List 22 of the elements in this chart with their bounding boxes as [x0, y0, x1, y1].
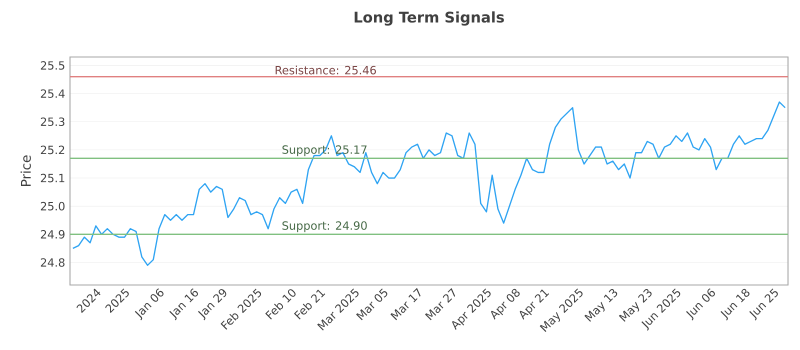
y-tick-label: 25.3: [40, 117, 64, 126]
x-tick-label: Jun 06: [686, 288, 715, 321]
y-axis-title: Price: [20, 155, 31, 186]
x-tick-label: Apr 08: [490, 288, 520, 320]
y-tick-label: 24.8: [40, 258, 65, 267]
x-tick-label: Jan 29: [198, 289, 226, 320]
y-tick-label: 25.4: [40, 89, 65, 98]
ref-line-label: Support: 24.90: [282, 221, 367, 232]
y-tick-label: 24.9: [40, 230, 64, 239]
x-tick-label: Mar 17: [390, 288, 421, 320]
x-tick-label: Apr 21: [520, 289, 550, 320]
x-tick-label: Jan 06: [134, 288, 164, 320]
y-tick-label: 25.0: [40, 202, 65, 210]
x-tick-label: Jun 18: [720, 288, 750, 321]
x-tick-label: Mar 27: [425, 288, 456, 320]
x-tick-label: Jun 25: [749, 288, 778, 321]
y-tick-label: 25.5: [40, 61, 64, 70]
x-tick-label: Jan 16: [169, 288, 198, 320]
ref-line-label: Resistance: 25.46: [276, 66, 376, 74]
chart-title: Long Term Signals: [354, 11, 504, 26]
y-tick-label: 25.2: [40, 146, 64, 154]
y-tick-label: 25.1: [40, 174, 64, 182]
